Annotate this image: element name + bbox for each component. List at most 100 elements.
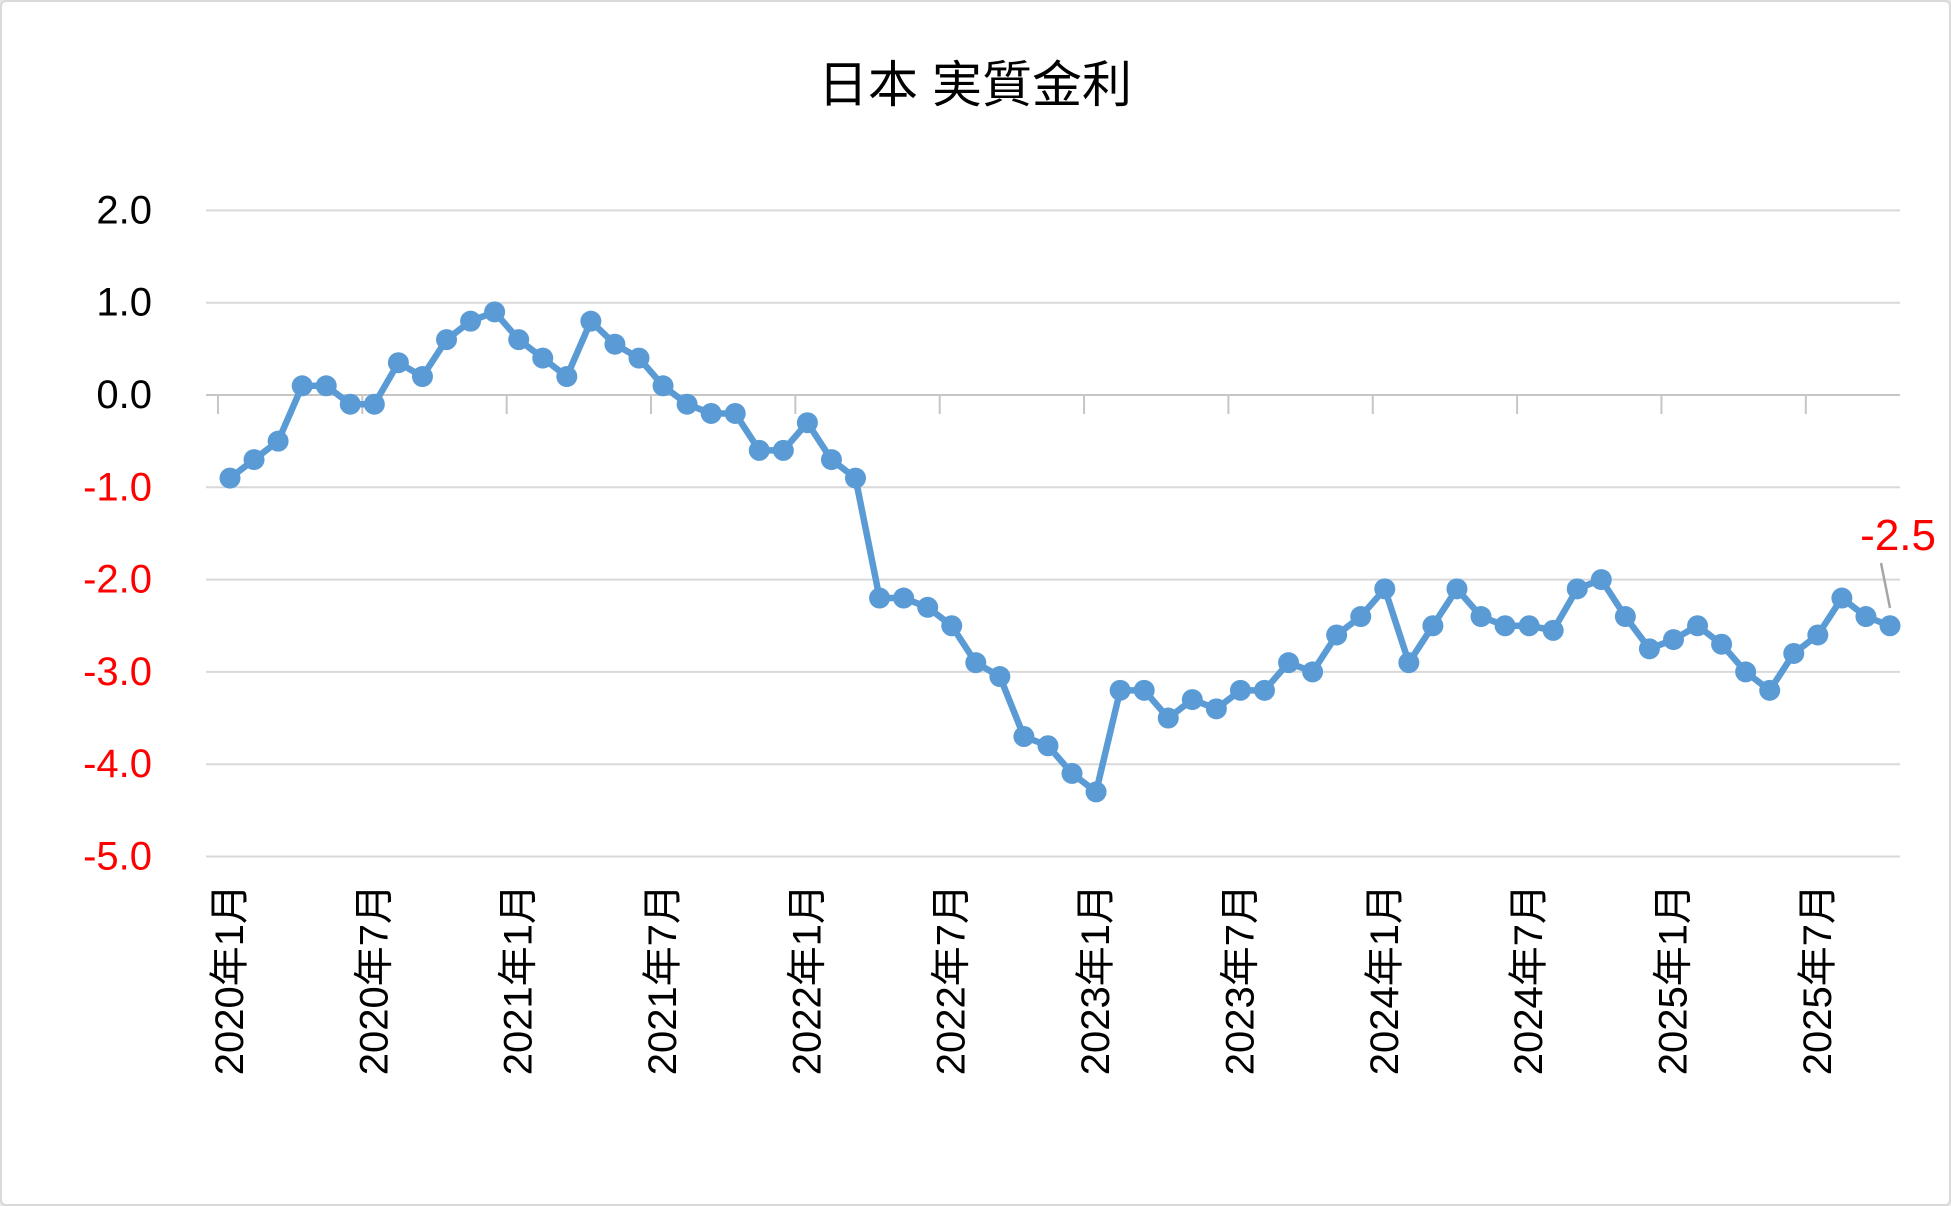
data-point-marker xyxy=(676,393,698,415)
data-label-leader-line xyxy=(1879,562,1892,609)
chart-title: 日本 実質金利 xyxy=(818,57,1132,113)
data-point-marker xyxy=(724,402,746,424)
data-point-marker xyxy=(1133,679,1155,701)
data-point-marker xyxy=(1783,642,1805,664)
data-point-marker xyxy=(965,652,987,674)
last-value-data-label: -2.5 xyxy=(1860,511,1936,560)
data-point-marker xyxy=(1470,606,1492,628)
data-point-marker xyxy=(363,393,385,415)
data-point-marker xyxy=(1614,606,1636,628)
x-axis-labels-group: 2020年1月 2020年7月 2021年1月 2021年7月 2022年1月 2022年… xyxy=(208,884,1840,1075)
data-point-marker xyxy=(748,439,770,461)
data-point-marker xyxy=(267,430,289,452)
data-point-marker xyxy=(1518,615,1540,637)
data-point-marker xyxy=(1061,762,1083,784)
data-point-marker xyxy=(411,366,433,388)
data-point-marker xyxy=(1807,624,1829,646)
series-group xyxy=(219,301,1901,803)
data-point-marker xyxy=(1326,624,1348,646)
data-point-marker xyxy=(1229,679,1251,701)
data-point-marker xyxy=(1879,615,1901,637)
x-axis-group xyxy=(206,394,1900,414)
x-axis-tick-label: 2021年1月 xyxy=(497,884,541,1075)
data-point-marker xyxy=(460,310,482,332)
data-point-marker xyxy=(796,412,818,434)
data-point-marker xyxy=(652,375,674,397)
data-point-marker xyxy=(387,352,409,374)
y-axis-tick-label: 2.0 xyxy=(96,188,152,232)
data-point-marker xyxy=(628,347,650,369)
data-point-marker xyxy=(893,587,915,609)
y-axis-labels-group: 2.0 1.0 0.0 -1.0 -2.0 -3.0 -4.0 -5.0 xyxy=(83,188,152,878)
x-axis-tick-label: 2022年1月 xyxy=(785,884,829,1075)
data-point-marker xyxy=(604,333,626,355)
x-axis-tick-label: 2020年7月 xyxy=(352,884,396,1075)
x-axis-tick-label: 2023年7月 xyxy=(1218,884,1262,1075)
y-axis-tick-label: -4.0 xyxy=(83,742,152,786)
data-point-marker xyxy=(1085,781,1107,803)
data-point-marker xyxy=(1181,689,1203,711)
data-point-marker xyxy=(1350,606,1372,628)
y-axis-tick-label: -1.0 xyxy=(83,465,152,509)
x-axis-tick-label: 2024年7月 xyxy=(1507,884,1551,1075)
data-point-marker xyxy=(1542,619,1564,641)
data-point-marker xyxy=(1013,726,1035,748)
data-point-marker xyxy=(820,449,842,471)
x-axis-tick-label: 2023年1月 xyxy=(1074,884,1118,1075)
data-point-marker xyxy=(315,375,337,397)
data-point-marker xyxy=(219,467,241,489)
data-point-marker xyxy=(1398,652,1420,674)
data-point-marker xyxy=(1157,707,1179,729)
data-point-marker xyxy=(1590,569,1612,591)
data-point-marker xyxy=(1855,606,1877,628)
data-point-marker xyxy=(436,329,458,351)
gridlines-group xyxy=(206,209,1900,858)
data-point-marker xyxy=(989,666,1011,688)
data-point-marker xyxy=(1711,633,1733,655)
y-axis-tick-label: -2.0 xyxy=(83,558,152,602)
data-point-marker xyxy=(869,587,891,609)
x-axis-tick-label: 2025年1月 xyxy=(1651,884,1695,1075)
data-point-marker xyxy=(941,615,963,637)
data-point-marker xyxy=(772,439,794,461)
data-point-marker xyxy=(339,393,361,415)
data-point-marker xyxy=(1759,679,1781,701)
data-point-marker xyxy=(1422,615,1444,637)
data-point-marker xyxy=(484,301,506,323)
data-point-marker xyxy=(508,329,530,351)
series-line xyxy=(226,308,1894,796)
data-point-marker xyxy=(291,375,313,397)
data-point-marker xyxy=(1374,578,1396,600)
data-point-marker xyxy=(1687,615,1709,637)
x-axis-tick-label: 2024年1月 xyxy=(1363,884,1407,1075)
data-point-marker xyxy=(1037,735,1059,757)
x-axis-tick-label: 2020年1月 xyxy=(208,884,252,1075)
data-point-marker xyxy=(1735,661,1757,683)
data-point-marker xyxy=(1278,652,1300,674)
data-point-marker xyxy=(243,449,265,471)
data-point-marker xyxy=(1302,661,1324,683)
data-point-marker xyxy=(532,347,554,369)
data-point-marker xyxy=(1662,629,1684,651)
data-point-marker xyxy=(1638,638,1660,660)
data-point-marker xyxy=(917,596,939,618)
data-point-marker xyxy=(845,467,867,489)
y-axis-tick-label: 0.0 xyxy=(96,373,152,417)
data-point-marker xyxy=(1205,698,1227,720)
data-point-marker xyxy=(700,402,722,424)
x-axis-tick-label: 2021年7月 xyxy=(641,884,685,1075)
data-point-marker xyxy=(1253,679,1275,701)
y-axis-tick-label: -3.0 xyxy=(83,650,152,694)
x-axis-tick-label: 2022年7月 xyxy=(930,884,974,1075)
data-point-marker xyxy=(1109,679,1131,701)
y-axis-tick-label: -5.0 xyxy=(83,835,152,879)
data-point-marker xyxy=(1446,578,1468,600)
x-axis-tick-label: 2025年7月 xyxy=(1796,884,1840,1075)
data-point-marker xyxy=(556,366,578,388)
data-point-marker xyxy=(1831,587,1853,609)
y-axis-tick-label: 1.0 xyxy=(96,281,152,325)
data-point-marker xyxy=(580,310,602,332)
data-point-marker xyxy=(1494,615,1516,637)
